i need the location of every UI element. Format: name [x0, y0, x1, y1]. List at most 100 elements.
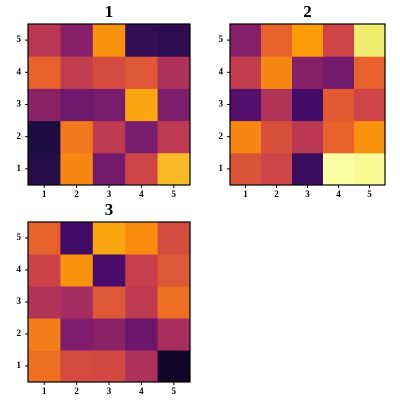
- heatmap-cell: [60, 120, 94, 154]
- heatmap-cell: [28, 254, 61, 287]
- heatmap-cell: [292, 88, 324, 122]
- heatmap-cell: [230, 56, 262, 89]
- heatmap-cell: [323, 56, 355, 89]
- heatmap-cell: [125, 350, 159, 383]
- heatmap-cell: [323, 152, 355, 186]
- heatmap-cell: [92, 350, 126, 383]
- heatmap-cell: [60, 350, 94, 383]
- heatmap-cell: [125, 56, 159, 89]
- heatmap-cell: [230, 120, 262, 154]
- heatmap-cell: [60, 286, 94, 319]
- heatmap-cell: [230, 24, 262, 57]
- heatmap-cell: [157, 88, 191, 122]
- x-tick-label: 2: [274, 189, 279, 199]
- y-tick-label: 5: [17, 232, 22, 242]
- heatmap-cell: [28, 350, 61, 383]
- heatmap-cell: [60, 318, 94, 351]
- heatmap-cell: [157, 286, 191, 319]
- heatmap-cell: [125, 254, 159, 287]
- heatmap-cell: [157, 254, 191, 287]
- heatmap-cell: [157, 56, 191, 89]
- heatmap-cell: [261, 120, 293, 154]
- heatmap-cell: [60, 254, 94, 287]
- x-tick-label: 3: [107, 386, 112, 396]
- heatmap-cell: [354, 56, 386, 89]
- heatmap-cell: [354, 24, 386, 57]
- heatmap-cell: [92, 88, 126, 122]
- heatmap-cell: [92, 286, 126, 319]
- x-tick-label: 4: [139, 189, 144, 199]
- heatmap-cell: [261, 24, 293, 57]
- heatmap-cell: [261, 88, 293, 122]
- heatmap-cell: [157, 350, 191, 383]
- x-tick-label: 2: [74, 386, 79, 396]
- x-tick-label: 1: [243, 189, 248, 199]
- heatmap-cell: [354, 152, 386, 186]
- heatmap-cell: [125, 286, 159, 319]
- heatmap-cell: [157, 152, 191, 186]
- heatmap-cell: [92, 254, 126, 287]
- heatmap-cell: [125, 120, 159, 154]
- y-tick-label: 3: [17, 99, 22, 109]
- y-tick-label: 1: [17, 360, 22, 370]
- heatmap-cell: [60, 152, 94, 186]
- chart-title: 1: [105, 2, 114, 21]
- heatmap-cell: [28, 318, 61, 351]
- heatmap-cell: [157, 222, 191, 255]
- heatmap-cell: [292, 152, 324, 186]
- heatmap-cell: [125, 24, 159, 57]
- heatmap-cell: [354, 88, 386, 122]
- y-tick-label: 3: [219, 99, 224, 109]
- x-tick-label: 3: [107, 189, 112, 199]
- heatmap-cell: [354, 120, 386, 154]
- heatmap-cell: [28, 120, 61, 154]
- x-tick-label: 1: [42, 189, 47, 199]
- x-tick-label: 5: [367, 189, 372, 199]
- heatmap-cell: [323, 24, 355, 57]
- heatmap-cell: [60, 56, 94, 89]
- heatmap-cell: [28, 88, 61, 122]
- heatmap-cell: [261, 152, 293, 186]
- heatmap-cell: [28, 24, 61, 57]
- heatmap-cell: [261, 56, 293, 89]
- y-tick-label: 2: [17, 328, 22, 338]
- chart-title: 3: [105, 200, 114, 219]
- heatmap-cell: [125, 222, 159, 255]
- y-tick-label: 3: [17, 296, 22, 306]
- y-tick-label: 5: [219, 34, 224, 44]
- y-tick-label: 5: [17, 34, 22, 44]
- heatmap-cell: [92, 56, 126, 89]
- heatmap-cell: [230, 152, 262, 186]
- x-tick-label: 4: [139, 386, 144, 396]
- x-tick-label: 4: [336, 189, 341, 199]
- heatmap-cell: [125, 88, 159, 122]
- heatmap-cell: [292, 56, 324, 89]
- heatmap-cell: [92, 152, 126, 186]
- x-tick-label: 5: [172, 386, 177, 396]
- x-tick-label: 1: [42, 386, 47, 396]
- heatmap-cell: [92, 318, 126, 351]
- y-tick-label: 2: [219, 131, 224, 141]
- y-tick-label: 4: [219, 66, 224, 76]
- heatmap-cell: [157, 24, 191, 57]
- heatmap-cell: [92, 222, 126, 255]
- heatmap-cell: [323, 88, 355, 122]
- chart-title: 2: [303, 2, 312, 21]
- heatmap-cell: [125, 152, 159, 186]
- heatmap-cell: [60, 222, 94, 255]
- heatmap-cell: [323, 120, 355, 154]
- heatmap-cell: [60, 24, 94, 57]
- x-tick-label: 2: [74, 189, 79, 199]
- heatmap-cell: [230, 88, 262, 122]
- heatmap-cell: [28, 56, 61, 89]
- heatmap-cell: [60, 88, 94, 122]
- y-tick-label: 2: [17, 131, 22, 141]
- heatmap-cell: [92, 120, 126, 154]
- heatmap-cell: [157, 318, 191, 351]
- heatmap-cell: [125, 318, 159, 351]
- heatmap-cell: [28, 222, 61, 255]
- y-tick-label: 4: [17, 66, 22, 76]
- heatmap-cell: [292, 24, 324, 57]
- x-tick-label: 3: [305, 189, 310, 199]
